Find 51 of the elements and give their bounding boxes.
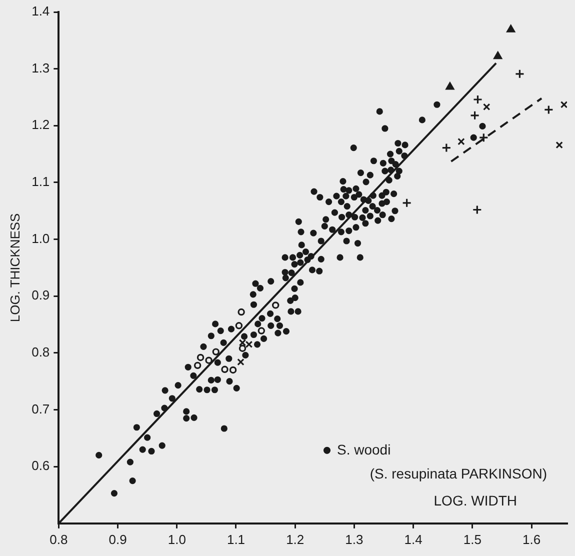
point bbox=[482, 103, 490, 111]
point bbox=[458, 138, 465, 146]
x-tick-label: 1.5 bbox=[463, 532, 482, 547]
point bbox=[245, 340, 253, 348]
point bbox=[402, 198, 412, 208]
point bbox=[272, 302, 280, 309]
y-axis-title: LOG. THICKNESS bbox=[7, 212, 22, 322]
point bbox=[235, 322, 243, 330]
point bbox=[556, 141, 563, 149]
x-tick-label: 1.6 bbox=[522, 532, 541, 547]
point bbox=[212, 348, 220, 356]
point bbox=[478, 132, 488, 142]
x-tick-label: 0.9 bbox=[108, 532, 127, 547]
legend-label: S. woodi bbox=[337, 441, 391, 458]
point bbox=[442, 143, 452, 153]
point bbox=[258, 327, 266, 334]
y-tick-label: 1.0 bbox=[32, 230, 50, 246]
point bbox=[472, 204, 482, 215]
point bbox=[229, 366, 237, 374]
point bbox=[472, 94, 483, 104]
y-tick-label: 0.7 bbox=[32, 401, 50, 416]
annotation: (S. resupinata PARKINSON) bbox=[370, 465, 547, 482]
point bbox=[514, 69, 525, 79]
y-tick-label: 0.8 bbox=[32, 344, 50, 360]
point bbox=[560, 100, 567, 108]
y-tick-label: 1.3 bbox=[32, 60, 50, 76]
point bbox=[194, 362, 202, 370]
point bbox=[238, 308, 245, 316]
point bbox=[237, 358, 244, 366]
point bbox=[544, 104, 554, 115]
y-tick-label: 1.2 bbox=[32, 117, 50, 132]
y-tick-label: 1.4 bbox=[32, 4, 50, 19]
y-tick-label: 0.6 bbox=[32, 458, 50, 474]
x-tick-label: 0.8 bbox=[50, 532, 68, 547]
point bbox=[238, 344, 246, 352]
y-tick-label: 1.1 bbox=[32, 174, 50, 190]
x-axis-title: LOG. WIDTH bbox=[434, 492, 517, 508]
point bbox=[494, 52, 502, 60]
x-tick-label: 1.4 bbox=[404, 532, 422, 547]
x-tick-label: 1.3 bbox=[345, 532, 364, 547]
point bbox=[446, 82, 454, 90]
point bbox=[205, 356, 212, 364]
point bbox=[506, 24, 516, 32]
point bbox=[196, 354, 204, 362]
y-tick-label: 0.9 bbox=[32, 288, 50, 303]
x-tick-label: 1.0 bbox=[168, 532, 186, 547]
point bbox=[238, 339, 246, 346]
x-tick-label: 1.2 bbox=[286, 532, 304, 547]
point bbox=[470, 110, 480, 120]
point bbox=[221, 366, 228, 374]
x-tick-label: 1.1 bbox=[226, 532, 246, 547]
